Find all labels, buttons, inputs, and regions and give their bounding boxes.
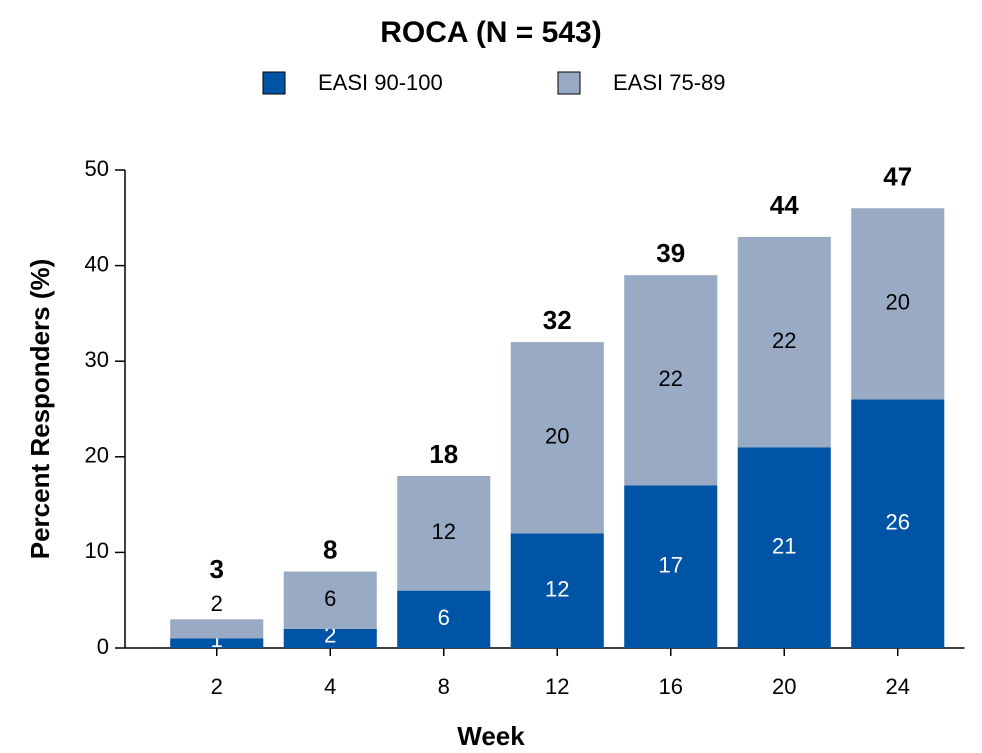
x-tick-label: 2 [211, 674, 223, 699]
bar-segment [397, 590, 491, 648]
value-label: 22 [772, 328, 796, 353]
bar-segment [283, 628, 377, 648]
y-tick-label: 20 [85, 443, 109, 468]
bar-segment [851, 208, 945, 400]
x-tick-label: 8 [438, 674, 450, 699]
legend-label: EASI 90-100 [318, 70, 443, 95]
y-axis-label: Percent Responders (%) [25, 259, 55, 560]
x-tick-label: 12 [545, 674, 569, 699]
value-label: 26 [886, 510, 910, 535]
y-tick-label: 0 [97, 634, 109, 659]
value-label: 12 [432, 519, 456, 544]
value-label: 17 [659, 553, 683, 578]
y-tick-label: 10 [85, 538, 109, 563]
value-label: 21 [772, 533, 796, 558]
x-tick-label: 24 [886, 674, 910, 699]
total-label: 18 [429, 439, 458, 469]
bar-segment [170, 619, 264, 639]
x-tick-label: 4 [324, 674, 336, 699]
chart-title: ROCA (N = 543) [380, 16, 601, 49]
bar-segment [283, 571, 377, 629]
bar-segment [510, 342, 604, 534]
x-tick-label: 20 [772, 674, 796, 699]
total-label: 39 [656, 238, 685, 268]
bar-segment [737, 236, 831, 448]
value-label: 6 [324, 586, 336, 611]
bar-segment [624, 485, 718, 648]
value-label: 20 [886, 290, 910, 315]
bar-segment [397, 475, 491, 591]
legend-swatch [557, 71, 581, 95]
total-label: 3 [210, 554, 224, 584]
x-axis-label: Week [457, 721, 525, 751]
total-label: 47 [883, 162, 912, 192]
value-label: 20 [545, 423, 569, 448]
total-label: 32 [543, 305, 572, 335]
legend-swatch [262, 71, 286, 95]
legend-label: EASI 75-89 [613, 70, 726, 95]
y-tick-label: 50 [85, 156, 109, 181]
bar-segment [851, 399, 945, 648]
x-tick-label: 16 [659, 674, 683, 699]
value-label: 2 [211, 591, 223, 616]
bar-segment [510, 533, 604, 648]
value-label: 12 [545, 576, 569, 601]
total-label: 8 [323, 534, 337, 564]
bar-segment [737, 447, 831, 648]
y-tick-label: 30 [85, 347, 109, 372]
value-label: 6 [438, 605, 450, 630]
value-label: 22 [659, 366, 683, 391]
bar-segment [624, 275, 718, 486]
bar-segment [170, 638, 264, 648]
y-tick-label: 40 [85, 251, 109, 276]
total-label: 44 [770, 190, 799, 220]
